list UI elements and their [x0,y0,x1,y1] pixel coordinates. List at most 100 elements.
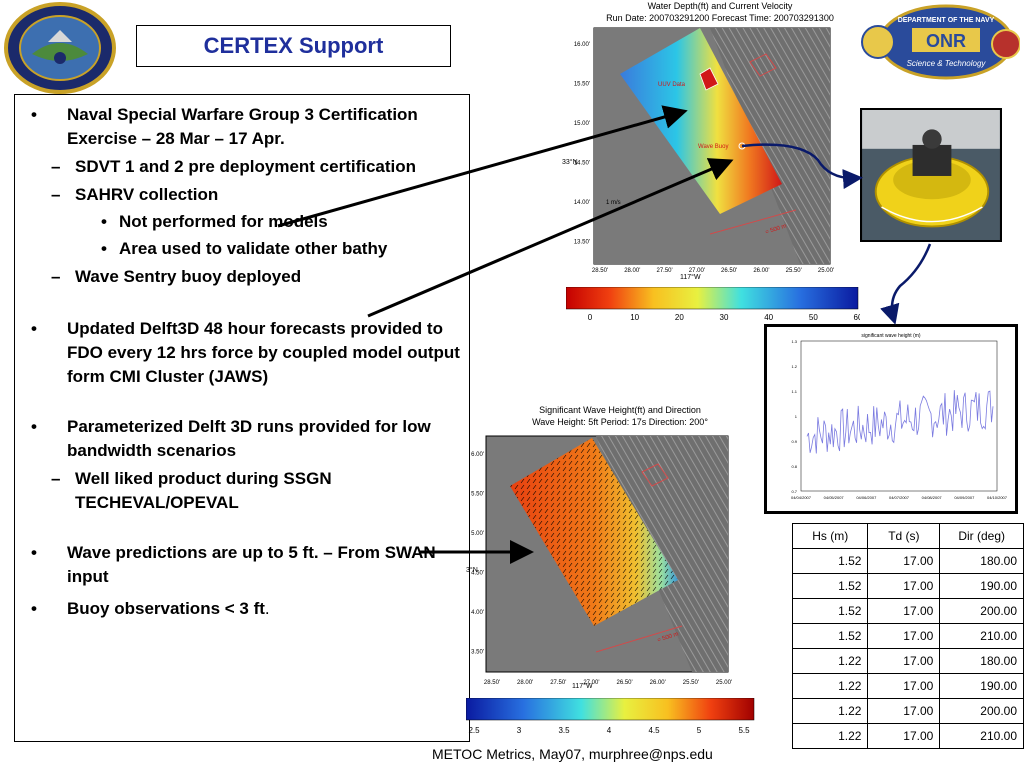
buoy-chart-title: significant wave height (m) [861,333,921,339]
wave-height-colorbar-ticks: 2.5 3 3.5 4 4.5 5 5.5 [468,726,750,735]
table-cell: 1.22 [791,698,869,724]
buoy-y-tick-label: 1.3 [791,339,797,344]
y-axis-degree-label: 33°N [562,158,578,166]
buoy-wave-height-chart-frame: significant wave height (m) 1.3 1.2 1.1 1 0.… [764,324,1018,514]
table-cell: 1.52 [791,598,869,624]
water-depth-map: UUV Data Wave Buoy 1 m/s = 500 m 16.00'1… [562,27,834,281]
sub-sub-bullet-models: Not performed for models [31,210,461,234]
depth-field [620,28,782,214]
colorbar-tick-label: 20 [675,313,684,322]
bullet-wave-predictions: Wave predictions are up to 5 ft. – From … [31,541,461,589]
table-cell: 1.52 [791,573,869,599]
colorbar-tick-label: 40 [764,313,773,322]
colorbar-tick-label: 2.5 [468,726,480,735]
slide-footer: METOC Metrics, May07, murphree@nps.edu [432,746,713,762]
bullet-buoy-observations: Buoy observations < 3 ft. [31,597,461,621]
wave-height-colorbar: 2.5 3 3.5 4 4.5 5 5.5 [466,698,755,735]
onr-logo-top: DEPARTMENT OF THE NAVY [898,17,995,24]
header-td: Td (s) [867,523,941,549]
y-tick-label: 14.00' [574,200,590,206]
buoy-x-tick-label: 04/09/2007 [954,495,975,500]
table-row: 1.22 17.00 200.00 [791,698,1024,724]
wave-buoy-label: Wave Buoy [698,144,728,150]
buoy-x-tick-label: 04/08/2007 [922,495,943,500]
x-axis-degree-label: 117°W [572,682,593,690]
header-hs: Hs (m) [791,523,869,549]
buoy-wave-height-chart: significant wave height (m) 1.3 1.2 1.1 1 0.… [791,333,1008,500]
sub-bullet-buoy: Wave Sentry buoy deployed [31,265,461,289]
table-cell: 17.00 [867,673,941,699]
x-tick-label: 26.50' [721,268,737,274]
wave-height-map-title-block: Significant Wave Height(ft) and Directio… [500,404,740,428]
x-tick-label: 25.50' [683,680,699,686]
y-tick-label: 3.50' [471,650,484,656]
survey-area-outline [749,53,777,77]
wave-parameter-table: Hs (m) Td (s) Dir (deg) 1.52 17.00 180.00 … [791,523,1024,749]
sub-bullet-ssgn: Well liked product during SSGN TECHEVAL/… [31,467,461,515]
onr-logo-main: ONR [926,31,966,51]
depth-colorbar-gradient [566,287,859,310]
table-header-row: Hs (m) Td (s) Dir (deg) [791,523,1024,549]
colorbar-tick-label: 60 [854,313,860,322]
colorbar-tick-label: 4.5 [648,726,660,735]
y-tick-label: 15.00' [574,121,590,127]
colorbar-tick-label: 3.5 [558,726,570,735]
y-axis-degree-label: 3°N [466,566,478,574]
colorbar-tick-label: 10 [630,313,639,322]
y-axis-ticks: 6.00' 5.50' 5.00' 4.50' 4.00' 3.50' [471,452,484,656]
buoy-y-tick-label: 0.8 [791,464,797,469]
arrow-photo-to-chart [880,243,932,325]
table-row: 1.52 17.00 190.00 [791,573,1024,599]
sub-sub-bullet-bathy: Area used to validate other bathy [31,237,461,261]
header-dir: Dir (deg) [939,523,1024,549]
slide-title: CERTEX Support [203,33,384,58]
buoy-chart-y-ticks: 1.3 1.2 1.1 1 0.9 0.8 0.7 [791,339,797,494]
uuv-data-area [699,67,719,91]
scale-bar [595,625,683,653]
buoy-x-tick-label: 04/10/2007 [987,495,1008,500]
x-axis-ticks: 28.50' 28.00' 27.50' 27.00' 26.50' 26.00' 25.5… [592,268,834,274]
y-tick-label: 14.50' [574,161,590,167]
wave-height-colorbar-gradient [466,698,755,721]
x-tick-label: 27.50' [656,268,672,274]
buoy-x-tick-label: 04/05/2007 [824,495,845,500]
sub-bullet-sdvt: SDVT 1 and 2 pre deployment certificatio… [31,155,461,179]
buoy-y-tick-label: 0.9 [791,439,797,444]
table-cell: 1.22 [791,723,869,749]
wave-direction-arrows [510,438,678,626]
scale-arrow-label: 1 m/s [606,200,621,206]
x-tick-label: 28.50' [484,680,500,686]
arrow-buoy-to-map [367,158,734,318]
water-depth-map-title-block: Water Depth(ft) and Current Velocity Run… [590,0,850,24]
water-depth-map-title: Water Depth(ft) and Current Velocity [647,1,793,11]
colorbar-tick-label: 5.5 [738,726,750,735]
y-tick-label: 16.00' [574,42,590,48]
x-tick-label: 27.50' [550,680,566,686]
table-row: 1.52 17.00 180.00 [791,548,1024,574]
table-row: 1.22 17.00 190.00 [791,673,1024,699]
sub-bullet-sahrv: SAHRV collection [31,183,461,207]
x-tick-label: 26.50' [616,680,632,686]
y-tick-label: 15.50' [574,82,590,88]
buoy-y-tick-label: 1 [795,414,798,419]
buoy-chart-x-ticks: 04/04/2007 04/05/2007 04/06/2007 04/07/2007… [791,495,1008,500]
colorbar-tick-label: 50 [809,313,818,322]
bullet-parameterized-runs: Parameterized Delft 3D runs provided for… [31,415,461,463]
table-cell: 17.00 [867,723,941,749]
colorbar-tick-label: 30 [720,313,729,322]
x-tick-label: 28.00' [624,268,640,274]
survey-area-outline [641,463,669,487]
uuv-data-label: UUV Data [658,82,686,88]
y-tick-label: 13.50' [574,240,590,246]
x-tick-label: 28.50' [592,268,608,274]
x-tick-label: 27.00' [689,268,705,274]
table-cell: 180.00 [939,548,1024,574]
x-tick-label: 28.00' [517,680,533,686]
buoy-x-tick-label: 04/04/2007 [791,495,812,500]
table-cell: 17.00 [867,698,941,724]
wave-height-map-title: Significant Wave Height(ft) and Directio… [539,405,701,415]
x-axis-degree-label: 117°W [680,273,701,281]
colorbar-tick-label: 4 [607,726,612,735]
table-row: 1.52 17.00 200.00 [791,598,1024,624]
